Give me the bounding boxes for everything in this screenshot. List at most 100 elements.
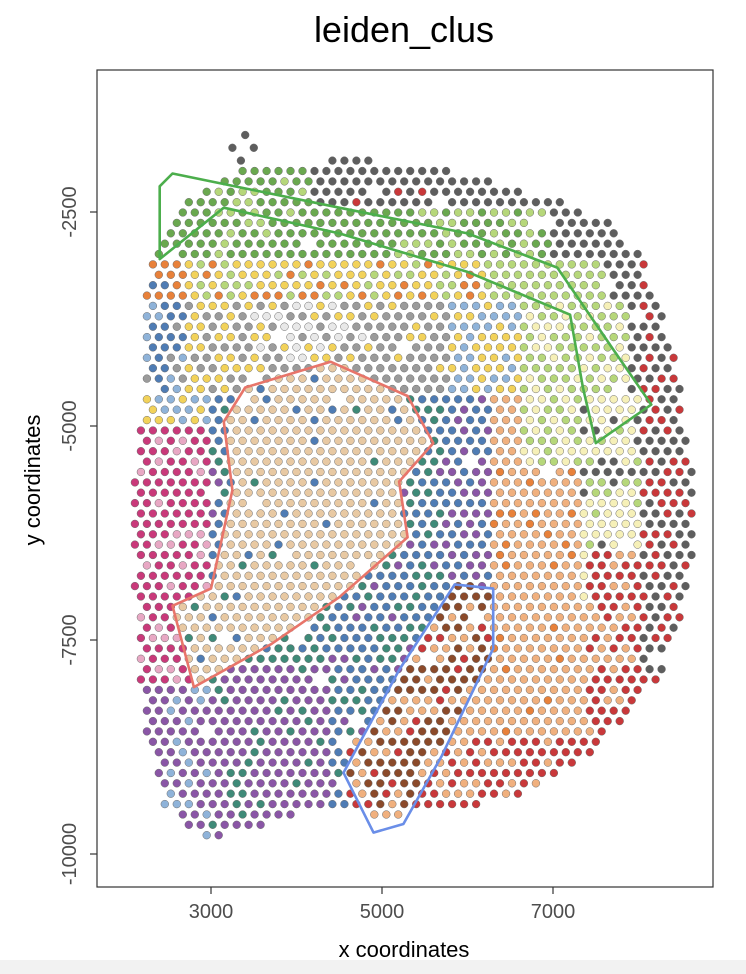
spot-point bbox=[202, 748, 211, 757]
spot-point bbox=[250, 685, 259, 695]
spot-point bbox=[244, 779, 253, 788]
spot-point bbox=[316, 343, 325, 352]
spot-point bbox=[364, 260, 373, 269]
spot-point bbox=[172, 447, 181, 456]
spot-point bbox=[418, 498, 427, 508]
spot-point bbox=[154, 312, 163, 321]
spot-point bbox=[358, 706, 367, 715]
spot-point bbox=[172, 509, 181, 518]
spot-point bbox=[268, 426, 277, 435]
spot-point bbox=[519, 218, 529, 228]
spot-point bbox=[615, 550, 624, 560]
spot-point bbox=[184, 779, 193, 788]
spot-point bbox=[621, 519, 630, 529]
spot-point bbox=[328, 343, 337, 352]
spot-point bbox=[310, 457, 319, 466]
spot-point bbox=[256, 716, 265, 726]
spot-point bbox=[537, 332, 547, 342]
spot-point bbox=[214, 644, 223, 653]
spot-point bbox=[412, 675, 421, 684]
spot-point bbox=[154, 270, 163, 279]
spot-point bbox=[352, 675, 361, 684]
spot-point bbox=[208, 716, 217, 726]
spot-point bbox=[447, 716, 457, 726]
spot-point bbox=[507, 447, 517, 456]
spot-point bbox=[406, 312, 415, 321]
spot-point bbox=[549, 540, 559, 549]
spot-point bbox=[525, 644, 535, 653]
spot-point bbox=[418, 374, 427, 383]
spot-point bbox=[591, 467, 600, 477]
spot-point bbox=[280, 405, 289, 414]
spot-point bbox=[334, 208, 343, 217]
spot-point bbox=[603, 467, 612, 477]
spot-point bbox=[154, 374, 163, 383]
spot-point bbox=[531, 281, 541, 290]
spot-point bbox=[232, 737, 241, 746]
spot-point bbox=[220, 592, 229, 601]
spot-point bbox=[418, 540, 427, 549]
spot-point bbox=[441, 665, 451, 674]
spot-point bbox=[435, 218, 445, 228]
spot-point bbox=[358, 540, 367, 549]
spot-point bbox=[310, 353, 319, 362]
spot-point bbox=[388, 239, 397, 248]
spot-point bbox=[262, 685, 271, 695]
spot-point bbox=[328, 322, 337, 331]
spot-point bbox=[202, 498, 211, 508]
spot-point bbox=[591, 260, 600, 269]
spot-point bbox=[591, 716, 600, 726]
spot-point bbox=[256, 592, 265, 601]
spot-point bbox=[549, 581, 559, 591]
spot-point bbox=[178, 415, 187, 425]
spot-point bbox=[627, 301, 636, 311]
spot-point bbox=[573, 312, 582, 321]
spot-point bbox=[364, 198, 373, 207]
spot-point bbox=[663, 447, 672, 456]
spot-point bbox=[298, 706, 307, 715]
spot-point bbox=[328, 405, 337, 414]
spot-point bbox=[394, 229, 403, 238]
spot-point bbox=[376, 758, 385, 767]
spot-point bbox=[663, 405, 672, 414]
spot-point bbox=[501, 249, 511, 259]
spot-point bbox=[573, 249, 582, 259]
spot-point bbox=[184, 281, 193, 290]
spot-point bbox=[244, 820, 253, 829]
spot-point bbox=[358, 665, 367, 674]
spot-point bbox=[214, 478, 223, 487]
spot-point bbox=[226, 249, 235, 259]
spot-point bbox=[459, 530, 469, 539]
spot-point bbox=[543, 633, 553, 643]
spot-point bbox=[483, 530, 493, 539]
spot-point bbox=[495, 571, 505, 580]
spot-point bbox=[435, 405, 445, 414]
spot-point bbox=[639, 571, 648, 580]
spot-point bbox=[435, 592, 445, 601]
spot-point bbox=[489, 187, 499, 196]
spot-point bbox=[178, 540, 187, 549]
spot-point bbox=[160, 260, 169, 269]
spot-point bbox=[160, 322, 169, 331]
spot-point bbox=[160, 758, 169, 767]
spot-point bbox=[286, 602, 295, 612]
spot-point bbox=[250, 519, 259, 529]
spot-point bbox=[148, 530, 158, 539]
spot-point bbox=[441, 540, 451, 549]
spot-point bbox=[190, 457, 199, 466]
spot-point bbox=[382, 581, 391, 591]
y-axis-ticks: -2500-5000-7500-10000 bbox=[59, 186, 97, 885]
spot-point bbox=[304, 779, 313, 788]
spot-point bbox=[447, 550, 457, 560]
spot-point bbox=[274, 685, 283, 695]
spot-point bbox=[220, 799, 229, 809]
spot-point bbox=[579, 571, 588, 580]
spot-point bbox=[298, 270, 307, 279]
spot-point bbox=[166, 498, 175, 508]
spot-point bbox=[543, 405, 553, 414]
spot-point bbox=[543, 696, 553, 705]
spot-point bbox=[627, 426, 636, 435]
spot-point bbox=[280, 426, 289, 435]
spot-point bbox=[639, 364, 648, 373]
spot-point bbox=[406, 353, 415, 362]
